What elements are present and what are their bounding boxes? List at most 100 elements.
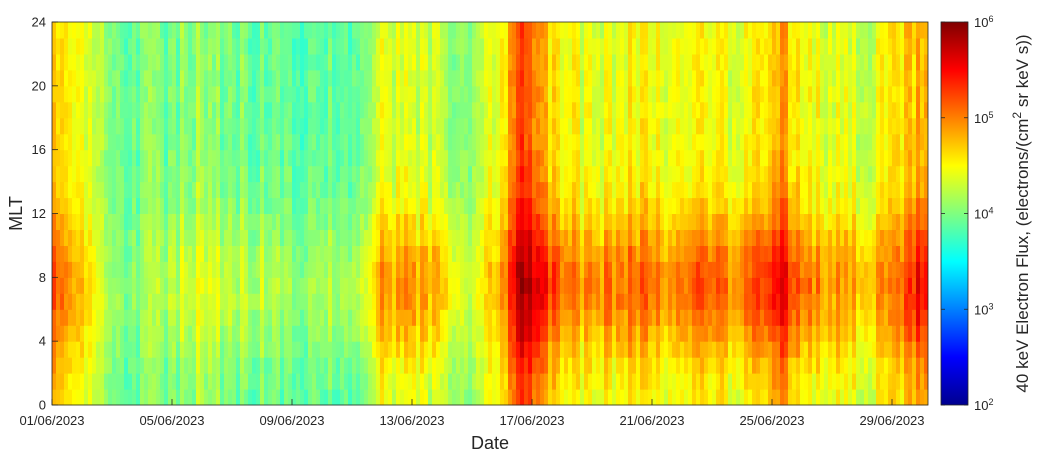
heatmap-cell: [800, 117, 805, 135]
heatmap-cell: [152, 341, 157, 358]
heatmap-cell: [324, 85, 329, 103]
heatmap-cell: [208, 245, 213, 262]
heatmap-cell: [588, 213, 593, 230]
heatmap-cell: [872, 165, 877, 183]
heatmap-cell: [796, 197, 801, 214]
heatmap-cell: [500, 38, 505, 55]
heatmap-cell: [484, 389, 489, 406]
heatmap-cell: [820, 165, 825, 183]
heatmap-cell: [772, 149, 777, 167]
heatmap-cell: [840, 53, 845, 71]
heatmap-cell: [580, 341, 585, 358]
heatmap-cell: [228, 261, 233, 278]
heatmap-cell: [300, 85, 305, 103]
heatmap-cell: [172, 341, 177, 358]
heatmap-cell: [812, 213, 817, 230]
heatmap-cell: [840, 373, 845, 390]
heatmap-cell: [304, 53, 309, 71]
heatmap-cell: [624, 357, 629, 374]
heatmap-cell: [428, 341, 433, 358]
heatmap-cell: [460, 197, 465, 214]
heatmap-cell: [404, 197, 409, 214]
heatmap-cell: [732, 389, 737, 406]
heatmap-cell: [604, 293, 609, 310]
heatmap-cell: [120, 149, 125, 167]
heatmap-cell: [880, 309, 885, 326]
heatmap-cell: [852, 389, 857, 406]
heatmap-cell: [544, 341, 549, 358]
heatmap-cell: [868, 245, 873, 262]
heatmap-cell: [880, 229, 885, 246]
heatmap-cell: [676, 197, 681, 214]
heatmap-cell: [172, 373, 177, 390]
heatmap-cell: [300, 149, 305, 167]
heatmap-cell: [404, 38, 409, 55]
heatmap-cell: [660, 357, 665, 374]
heatmap-cell: [92, 133, 97, 151]
heatmap-cell: [312, 229, 317, 246]
heatmap-cell: [344, 229, 349, 246]
heatmap-cell: [680, 181, 685, 199]
heatmap-cell: [380, 133, 385, 151]
heatmap-cell: [532, 181, 537, 199]
heatmap-cell: [556, 389, 561, 406]
heatmap-cell: [136, 373, 141, 390]
heatmap-cell: [56, 117, 61, 135]
heatmap-cell: [408, 133, 413, 151]
heatmap-cell: [736, 245, 741, 262]
heatmap-cell: [244, 277, 249, 294]
heatmap-cell: [684, 181, 689, 199]
heatmap-cell: [396, 325, 401, 342]
heatmap-cell: [168, 165, 173, 183]
heatmap-cell: [776, 197, 781, 214]
heatmap-cell: [344, 261, 349, 278]
heatmap-cell: [400, 325, 405, 342]
heatmap-cell: [884, 357, 889, 374]
heatmap-cell: [484, 341, 489, 358]
heatmap-cell: [136, 261, 141, 278]
heatmap-cell: [856, 373, 861, 390]
heatmap-cell: [740, 22, 745, 39]
heatmap-cell: [332, 22, 337, 39]
heatmap-cell: [560, 69, 565, 87]
heatmap-cell: [624, 149, 629, 167]
heatmap-cell: [84, 22, 89, 39]
heatmap-cell: [460, 85, 465, 103]
heatmap-cell: [168, 197, 173, 214]
heatmap-cell: [420, 117, 425, 135]
heatmap-cell: [440, 325, 445, 342]
heatmap-cell: [156, 341, 161, 358]
heatmap-cell: [852, 101, 857, 119]
heatmap-cell: [436, 149, 441, 167]
heatmap-cell: [708, 85, 713, 103]
heatmap-cell: [204, 389, 209, 406]
heatmap-cell: [232, 101, 237, 119]
heatmap-cell: [684, 373, 689, 390]
heatmap-cell: [284, 165, 289, 183]
heatmap-cell: [168, 101, 173, 119]
heatmap-cell: [564, 357, 569, 374]
heatmap-cell: [228, 69, 233, 87]
heatmap-cell: [608, 85, 613, 103]
heatmap-cell: [820, 309, 825, 326]
heatmap-cell: [244, 181, 249, 199]
heatmap-cell: [248, 133, 253, 151]
heatmap-cell: [152, 53, 157, 71]
heatmap-cell: [512, 133, 517, 151]
heatmap-cell: [152, 357, 157, 374]
heatmap-cell: [688, 149, 693, 167]
heatmap-cell: [512, 149, 517, 167]
heatmap-cell: [788, 213, 793, 230]
heatmap-cell: [564, 277, 569, 294]
heatmap-cell: [660, 277, 665, 294]
heatmap-cell: [732, 309, 737, 326]
heatmap-cell: [684, 133, 689, 151]
heatmap-cell: [288, 117, 293, 135]
heatmap-cell: [596, 229, 601, 246]
heatmap-cell: [260, 309, 265, 326]
heatmap-cell: [824, 69, 829, 87]
heatmap-cell: [368, 181, 373, 199]
heatmap-cell: [428, 277, 433, 294]
heatmap-cell: [876, 357, 881, 374]
heatmap-cell: [772, 341, 777, 358]
